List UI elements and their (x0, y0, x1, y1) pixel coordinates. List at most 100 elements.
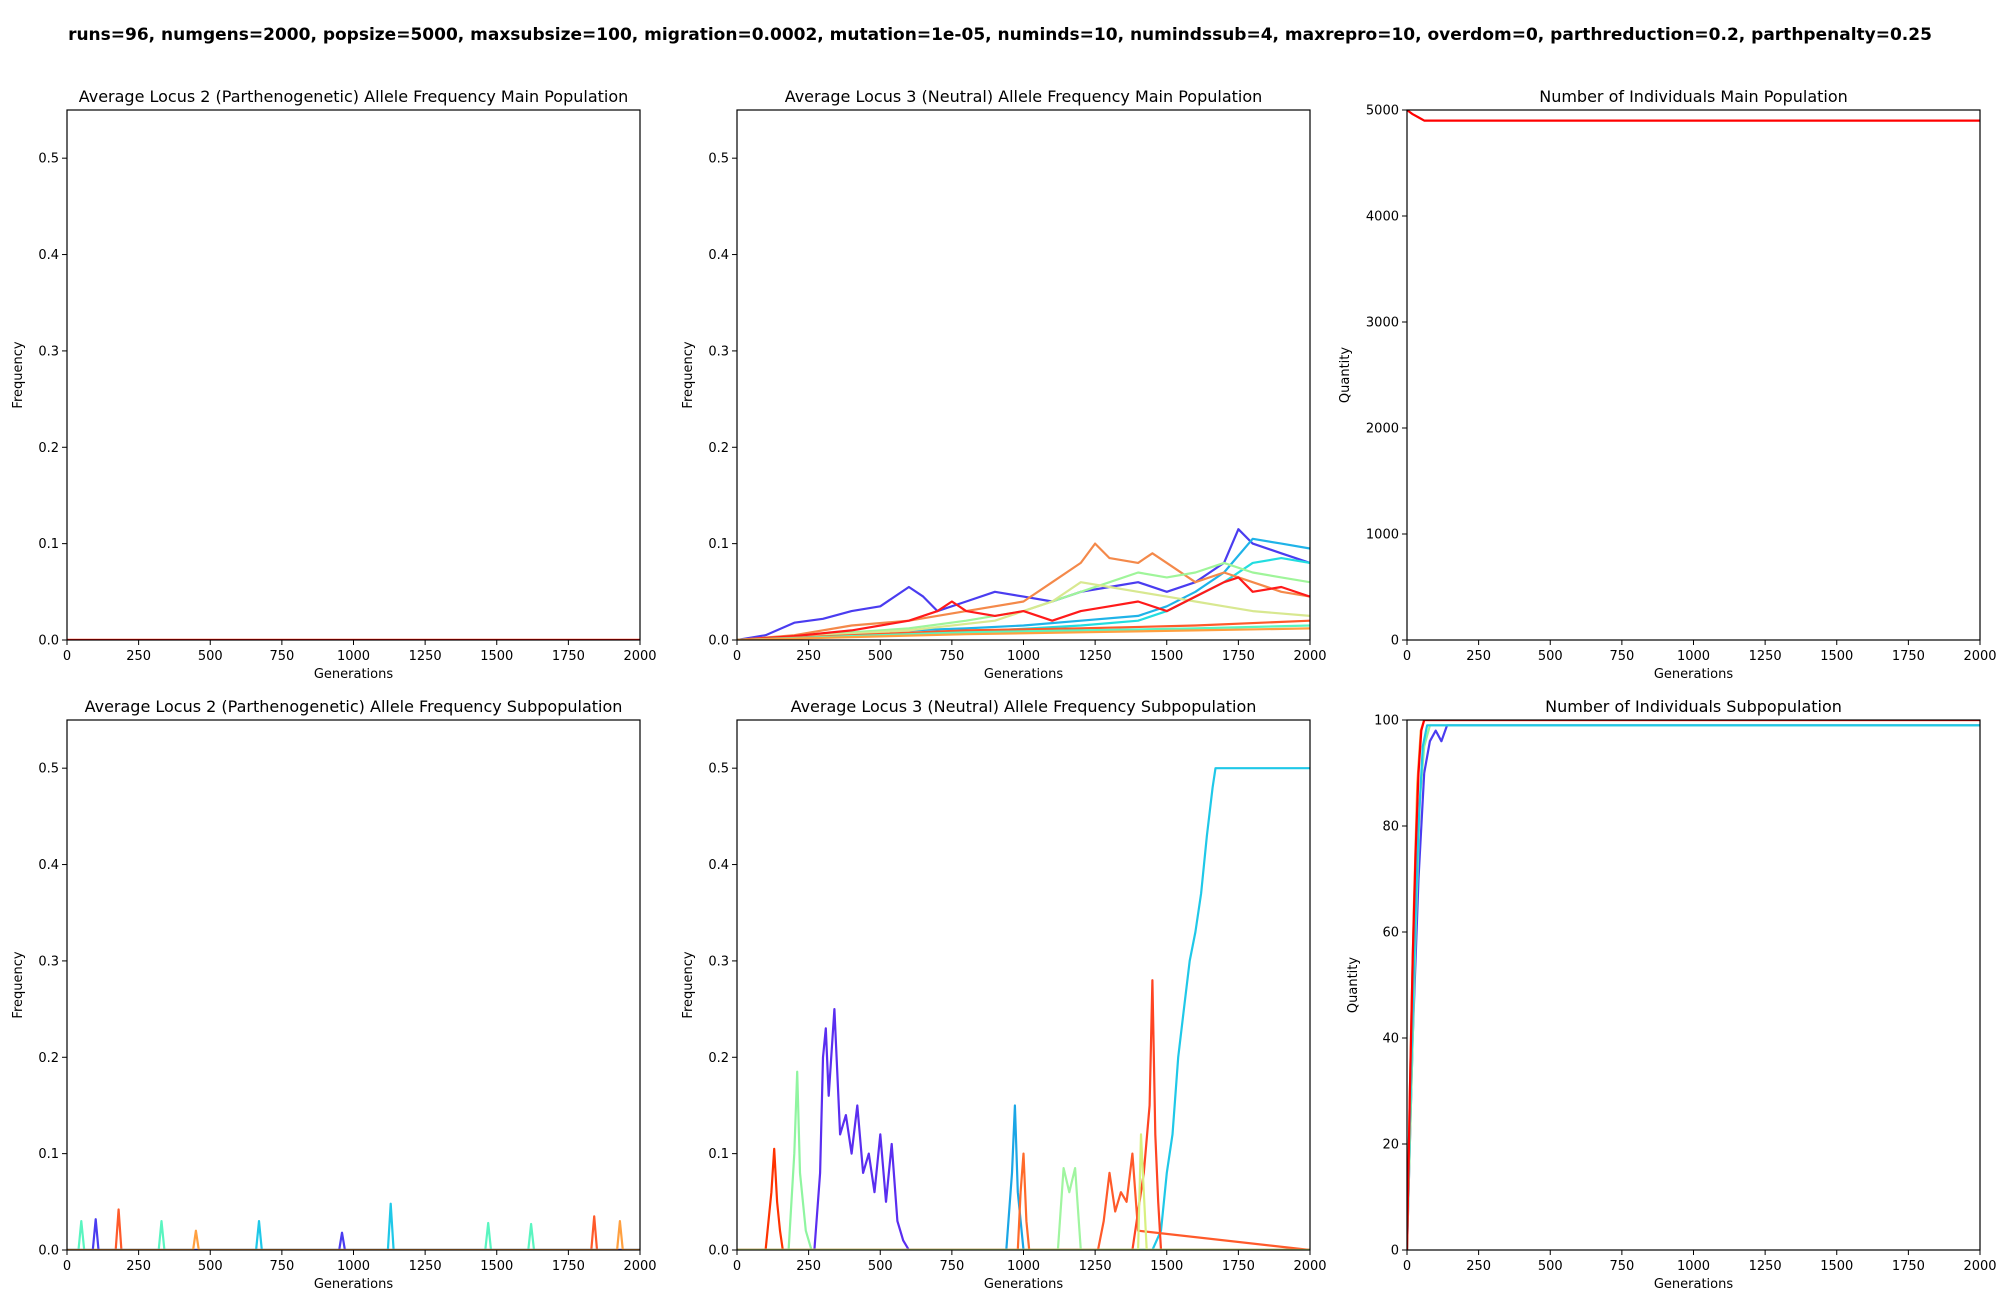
series-line-10 (737, 627, 1310, 640)
x-tick-label: 250 (1466, 649, 1491, 664)
x-tick-label: 1000 (337, 649, 370, 664)
y-tick-label: 3000 (1366, 316, 1399, 331)
x-tick-label: 500 (1538, 649, 1563, 664)
y-tick-label: 0.3 (38, 344, 59, 359)
series-group (737, 767, 1310, 1250)
y-tick-label: 0.0 (38, 634, 59, 649)
x-tick-label: 750 (1609, 649, 1634, 664)
x-tick-label: 1500 (1820, 649, 1853, 664)
x-tick-label: 1750 (1892, 649, 1925, 664)
subplot-grid: Average Locus 2 (Parthenogenetic) Allele… (11, 87, 1997, 1292)
x-tick-label: 1500 (1150, 649, 1183, 664)
x-tick-label: 0 (733, 649, 741, 664)
y-tick-label: 0.5 (708, 152, 729, 167)
y-tick-label: 0.4 (708, 858, 729, 873)
y-tick-label: 0.2 (708, 441, 729, 456)
subplot-title: Number of Individuals Subpopulation (1545, 697, 1842, 716)
series-line-6 (737, 581, 1310, 640)
y-tick-label: 0.2 (38, 441, 59, 456)
x-tick-label: 2000 (1963, 649, 1996, 664)
y-axis-label: Frequency (11, 951, 26, 1018)
series-line-1 (737, 1007, 1310, 1250)
series-line-10 (737, 1133, 1310, 1250)
series-line-4 (67, 1218, 640, 1250)
x-tick-label: 250 (126, 1259, 151, 1274)
y-tick-label: 0.0 (38, 1244, 59, 1259)
x-tick-label: 1750 (1222, 649, 1255, 664)
x-tick-label: 0 (1403, 649, 1411, 664)
x-tick-label: 750 (939, 649, 964, 664)
subplot-6: Number of Individuals Subpopulation 0 250 5… (1346, 697, 1997, 1292)
series-group (1407, 720, 1980, 1250)
x-tick-label: 500 (1538, 1259, 1563, 1274)
subplot-4: Average Locus 2 (Parthenogenetic) Allele… (11, 697, 657, 1292)
y-tick-label: 0.3 (708, 954, 729, 969)
x-tick-label: 1750 (552, 1259, 585, 1274)
subplot-3: Number of Individuals Main Population 0 25… (1338, 87, 1997, 682)
x-tick-label: 1250 (1079, 649, 1112, 664)
x-tick-label: 0 (1403, 1259, 1411, 1274)
x-tick-label: 2000 (623, 1259, 656, 1274)
subplot-title: Average Locus 3 (Neutral) Allele Frequen… (785, 87, 1263, 106)
y-tick-label: 0.5 (708, 762, 729, 777)
x-tick-label: 750 (269, 1259, 294, 1274)
y-tick-label: 0 (1391, 1244, 1399, 1259)
subplot-1: Average Locus 2 (Parthenogenetic) Allele… (11, 87, 657, 682)
y-tick-label: 40 (1382, 1032, 1399, 1047)
series-line-5 (67, 1219, 640, 1250)
x-tick-label: 2000 (1293, 649, 1326, 664)
series-line-2 (67, 1219, 640, 1250)
x-tick-label: 250 (126, 649, 151, 664)
x-tick-label: 1750 (1892, 1259, 1925, 1274)
x-axis-label: Generations (984, 667, 1064, 682)
y-tick-label: 0 (1391, 634, 1399, 649)
subplot-5: Average Locus 3 (Neutral) Allele Frequen… (681, 697, 1327, 1292)
x-tick-label: 500 (198, 649, 223, 664)
x-tick-label: 1000 (1007, 1259, 1040, 1274)
y-tick-label: 60 (1382, 926, 1399, 941)
y-axis-label: Quantity (1338, 347, 1353, 403)
y-axis-label: Frequency (681, 951, 696, 1018)
x-tick-label: 1250 (1749, 1259, 1782, 1274)
x-tick-label: 0 (63, 649, 71, 664)
x-tick-label: 500 (868, 649, 893, 664)
y-tick-label: 0.4 (708, 248, 729, 263)
series-line-1 (737, 528, 1310, 640)
y-tick-label: 5000 (1366, 104, 1399, 119)
y-tick-label: 0.5 (38, 152, 59, 167)
x-axis-label: Generations (314, 667, 394, 682)
y-tick-label: 0.2 (708, 1051, 729, 1066)
y-tick-label: 0.4 (38, 248, 59, 263)
figure-suptitle: runs=96, numgens=2000, popsize=5000, max… (68, 25, 1932, 45)
series-line-8 (737, 1166, 1310, 1250)
x-tick-label: 1500 (1150, 1259, 1183, 1274)
x-tick-label: 1250 (1749, 649, 1782, 664)
series-line-9 (737, 1152, 1310, 1250)
y-tick-label: 80 (1382, 820, 1399, 835)
x-tick-label: 500 (868, 1259, 893, 1274)
x-tick-label: 0 (733, 1259, 741, 1274)
subplot-title: Number of Individuals Main Population (1539, 87, 1848, 106)
x-tick-label: 0 (63, 1259, 71, 1274)
y-tick-label: 1000 (1366, 528, 1399, 543)
subplot-title: Average Locus 2 (Parthenogenetic) Allele… (85, 697, 623, 716)
x-axis-label: Generations (1654, 667, 1734, 682)
x-tick-label: 750 (939, 1259, 964, 1274)
y-tick-label: 0.1 (708, 537, 729, 552)
x-tick-label: 2000 (1293, 1259, 1326, 1274)
x-tick-label: 750 (269, 649, 294, 664)
x-tick-label: 1500 (480, 649, 513, 664)
series-line-7 (737, 1152, 1310, 1250)
x-tick-label: 1750 (1222, 1259, 1255, 1274)
x-tick-label: 250 (796, 1259, 821, 1274)
y-tick-label: 0.3 (38, 954, 59, 969)
x-axis-label: Generations (1654, 1277, 1734, 1292)
y-tick-label: 0.1 (38, 537, 59, 552)
y-axis-label: Frequency (681, 341, 696, 408)
x-tick-label: 1500 (1820, 1259, 1853, 1274)
series-line-2 (737, 767, 1310, 1250)
y-axis-label: Quantity (1346, 957, 1361, 1013)
y-tick-label: 0.5 (38, 762, 59, 777)
